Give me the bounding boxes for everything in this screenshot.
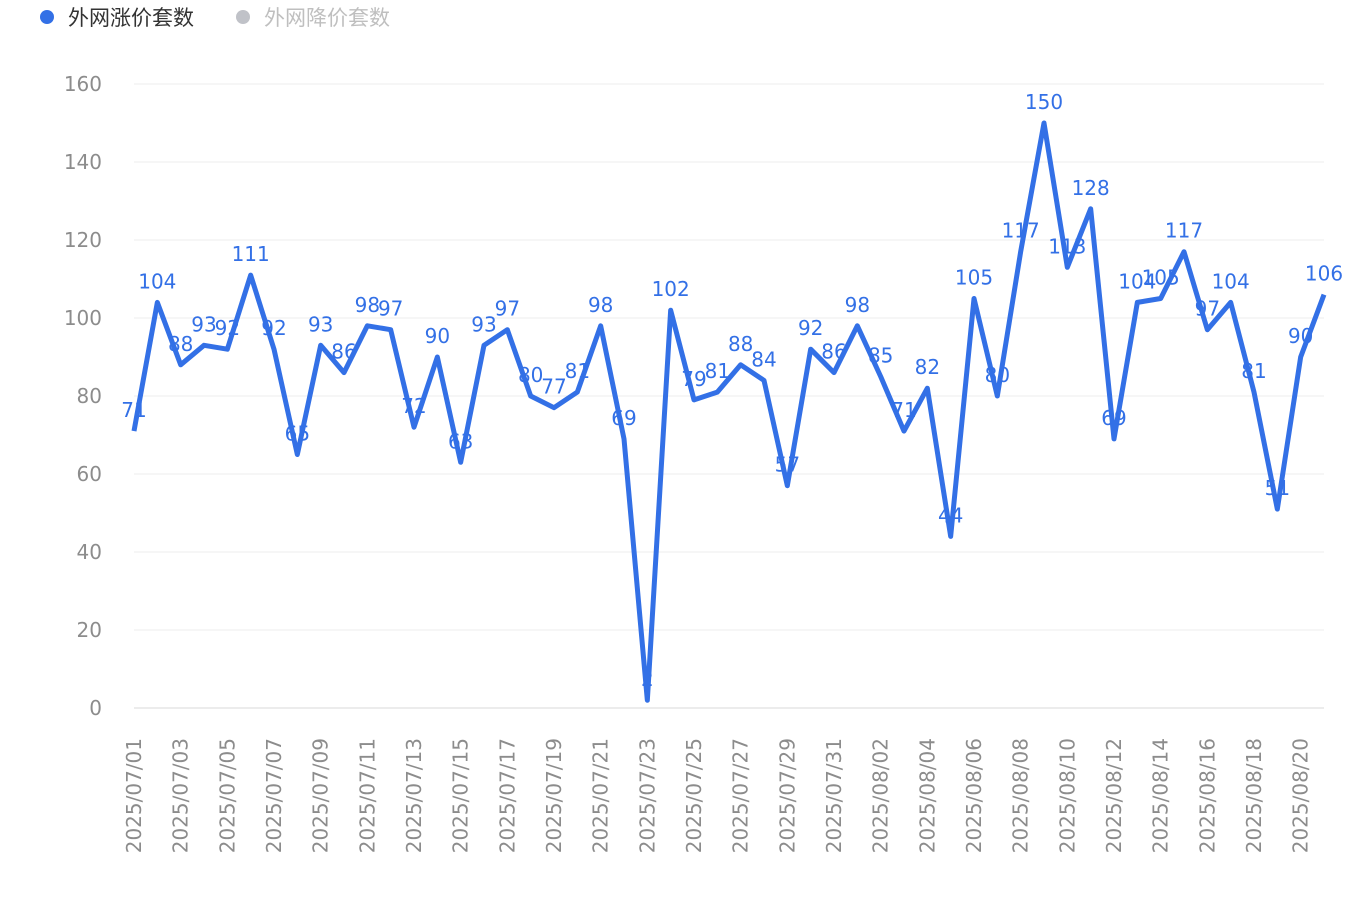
data-label: 81 [705,359,730,383]
data-label: 69 [1101,406,1126,430]
y-tick-label: 0 [89,696,102,720]
y-tick-label: 120 [64,228,102,252]
x-tick-label: 2025/07/01 [122,738,146,853]
x-tick-label: 2025/08/10 [1055,738,1079,853]
x-tick-label: 2025/07/31 [822,738,846,853]
x-tick-label: 2025/07/13 [402,738,426,853]
x-tick-label: 2025/07/25 [682,738,706,853]
data-label: 85 [868,344,893,368]
data-label: 90 [1288,324,1313,348]
data-label: 81 [1241,359,1266,383]
data-label: 104 [1118,269,1156,293]
x-tick-label: 2025/07/15 [449,738,473,853]
y-tick-label: 20 [77,618,102,642]
x-tick-label: 2025/07/05 [215,738,239,853]
data-label: 79 [681,367,706,391]
x-tick-label: 2025/08/06 [962,738,986,853]
data-label: 113 [1048,234,1086,258]
x-tick-label: 2025/07/07 [262,738,286,853]
data-label: 98 [355,293,380,317]
data-label: 44 [938,503,963,527]
data-label: 51 [1265,476,1290,500]
x-tick-label: 2025/08/12 [1102,738,1126,853]
data-label: 86 [331,340,356,364]
data-label: 97 [378,297,403,321]
data-label: 98 [588,293,613,317]
data-label: 93 [308,312,333,336]
data-label: 82 [915,355,940,379]
x-tick-label: 2025/08/20 [1289,738,1313,853]
data-label: 88 [168,332,193,356]
y-tick-label: 80 [77,384,102,408]
x-tick-label: 2025/07/11 [355,738,379,853]
data-label: 92 [215,316,240,340]
data-label: 71 [891,398,916,422]
data-label: 117 [1165,219,1203,243]
data-label: 72 [401,394,426,418]
data-label: 93 [191,312,216,336]
x-tick-label: 2025/07/21 [589,738,613,853]
data-label: 150 [1025,90,1063,114]
data-label: 97 [495,297,520,321]
data-label: 98 [845,293,870,317]
data-label: 92 [261,316,286,340]
data-label: 90 [425,324,450,348]
y-tick-label: 60 [77,462,102,486]
data-label: 86 [821,340,846,364]
x-tick-label: 2025/08/02 [869,738,893,853]
legend-label[interactable]: 外网降价套数 [264,6,390,30]
data-label: 93 [471,312,496,336]
data-label: 81 [565,359,590,383]
data-label: 92 [798,316,823,340]
data-label: 88 [728,332,753,356]
data-label: 63 [448,429,473,453]
x-tick-label: 2025/07/29 [775,738,799,853]
legend-label[interactable]: 外网涨价套数 [68,6,194,30]
data-label: 80 [518,363,543,387]
x-tick-label: 2025/07/23 [635,738,659,853]
data-label: 84 [751,347,776,371]
data-label: 111 [232,242,270,266]
x-tick-label: 2025/07/17 [495,738,519,853]
data-label: 80 [985,363,1010,387]
data-label: 102 [652,277,690,301]
x-tick-label: 2025/07/19 [542,738,566,853]
x-tick-label: 2025/08/14 [1149,738,1173,853]
data-label: 65 [285,422,310,446]
x-tick-label: 2025/07/27 [729,738,753,853]
x-tick-label: 2025/08/16 [1195,738,1219,853]
data-label: 77 [541,375,566,399]
x-tick-label: 2025/07/09 [309,738,333,853]
y-tick-label: 140 [64,150,102,174]
x-tick-label: 2025/08/08 [1009,738,1033,853]
data-label: 128 [1072,176,1110,200]
data-label: 69 [611,406,636,430]
y-tick-label: 100 [64,306,102,330]
data-label: 105 [955,266,993,290]
legend-marker[interactable] [236,10,250,24]
data-label: 104 [138,269,176,293]
x-tick-label: 2025/08/18 [1242,738,1266,853]
x-tick-label: 2025/08/04 [915,738,939,853]
x-tick-label: 2025/07/03 [169,738,193,853]
data-label: 2 [641,667,654,691]
data-label: 117 [1002,219,1040,243]
y-tick-label: 160 [64,72,102,96]
data-label: 106 [1305,262,1343,286]
data-label: 105 [1142,266,1180,290]
legend-marker[interactable] [40,10,54,24]
data-label: 71 [121,398,146,422]
data-label: 57 [775,453,800,477]
y-tick-label: 40 [77,540,102,564]
data-label: 104 [1212,269,1250,293]
data-label: 97 [1195,297,1220,321]
line-series [131,120,1327,703]
